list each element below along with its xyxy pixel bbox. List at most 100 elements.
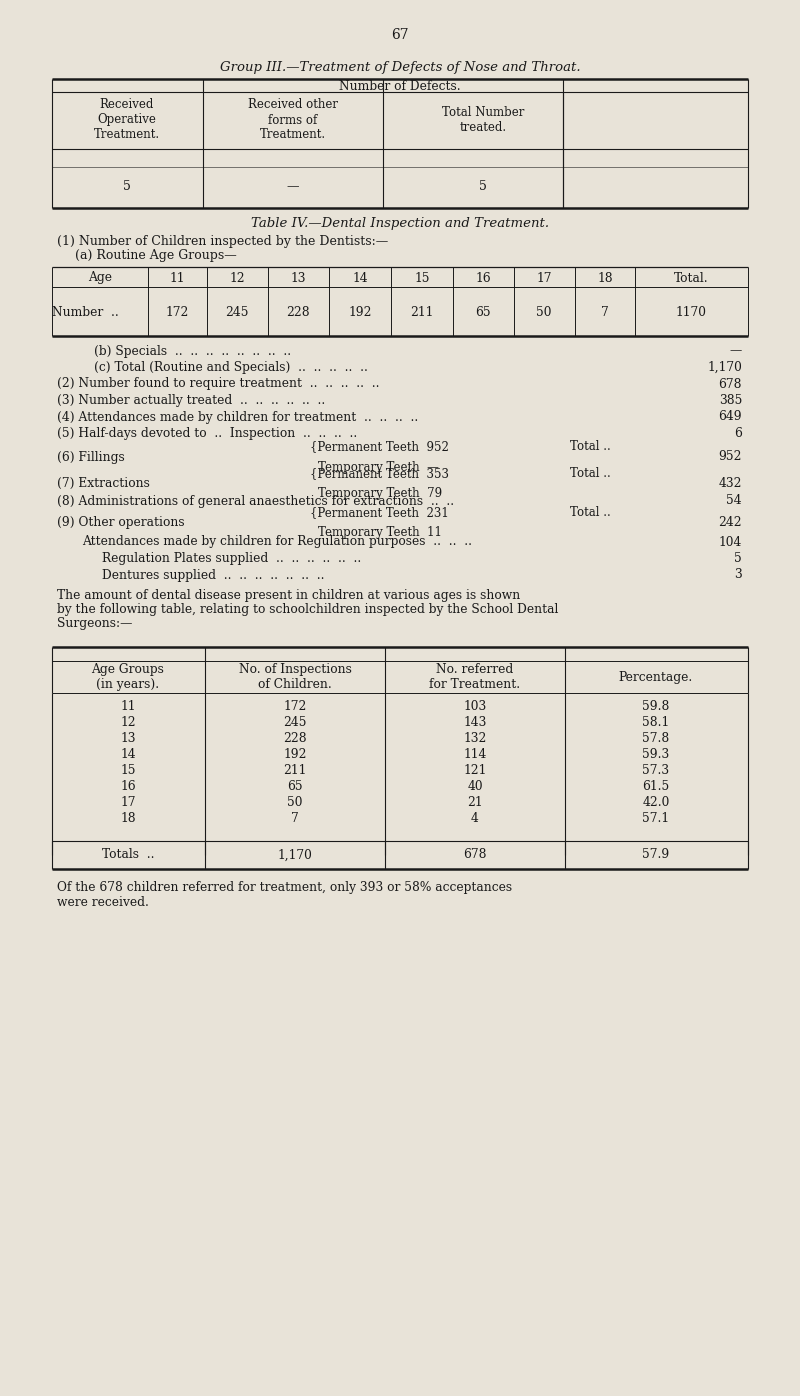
Text: Total Number
treated.: Total Number treated. <box>442 106 524 134</box>
Text: 192: 192 <box>348 306 372 318</box>
Text: Received
Operative
Treatment.: Received Operative Treatment. <box>94 99 160 141</box>
Text: 57.3: 57.3 <box>642 765 670 778</box>
Text: 40: 40 <box>467 780 483 793</box>
Text: 14: 14 <box>352 271 368 285</box>
Text: Total ..: Total .. <box>570 468 610 480</box>
Text: 15: 15 <box>414 271 430 285</box>
Text: (1) Number of Children inspected by the Dentists:—: (1) Number of Children inspected by the … <box>57 235 388 247</box>
Text: 121: 121 <box>463 765 486 778</box>
Text: (4) Attendances made by children for treatment  ..  ..  ..  ..: (4) Attendances made by children for tre… <box>57 410 418 423</box>
Text: 172: 172 <box>283 701 306 713</box>
Text: 16: 16 <box>120 780 136 793</box>
Text: Received other
forms of
Treatment.: Received other forms of Treatment. <box>248 99 338 141</box>
Text: Total.: Total. <box>674 271 708 285</box>
Text: 678: 678 <box>463 849 486 861</box>
Text: Percentage.: Percentage. <box>619 670 693 684</box>
Text: Temporary Teeth  —: Temporary Teeth — <box>318 461 439 473</box>
Text: 6: 6 <box>734 427 742 440</box>
Text: 104: 104 <box>718 536 742 549</box>
Text: 4: 4 <box>471 812 479 825</box>
Text: were received.: were received. <box>57 895 149 909</box>
Text: Number of Defects.: Number of Defects. <box>339 81 461 94</box>
Text: Group III.—Treatment of Defects of Nose and Throat.: Group III.—Treatment of Defects of Nose … <box>220 60 580 74</box>
Text: 143: 143 <box>463 716 486 730</box>
Text: 13: 13 <box>120 733 136 745</box>
Text: 5: 5 <box>734 551 742 565</box>
Text: Surgeons:—: Surgeons:— <box>57 617 132 630</box>
Text: 50: 50 <box>287 797 302 810</box>
Text: 211: 211 <box>410 306 434 318</box>
Text: Total ..: Total .. <box>570 505 610 519</box>
Text: 3: 3 <box>734 568 742 582</box>
Text: 228: 228 <box>286 306 310 318</box>
Text: 59.3: 59.3 <box>642 748 670 761</box>
Text: 1,170: 1,170 <box>278 849 313 861</box>
Text: Of the 678 children referred for treatment, only 393 or 58% acceptances: Of the 678 children referred for treatme… <box>57 881 512 893</box>
Text: 5: 5 <box>479 180 487 194</box>
Text: Temporary Teeth  11: Temporary Teeth 11 <box>318 526 442 539</box>
Text: 58.1: 58.1 <box>642 716 670 730</box>
Text: 16: 16 <box>475 271 491 285</box>
Text: Age: Age <box>88 271 112 285</box>
Text: 13: 13 <box>290 271 306 285</box>
Text: (6) Fillings: (6) Fillings <box>57 451 125 463</box>
Text: 67: 67 <box>391 28 409 42</box>
Text: 11: 11 <box>170 271 185 285</box>
Text: 172: 172 <box>166 306 189 318</box>
Text: {Permanent Teeth  353: {Permanent Teeth 353 <box>310 468 449 480</box>
Text: (a) Routine Age Groups—: (a) Routine Age Groups— <box>75 250 237 262</box>
Text: No. referred
for Treatment.: No. referred for Treatment. <box>430 663 521 691</box>
Text: 211: 211 <box>283 765 306 778</box>
Text: Number  ..: Number .. <box>52 306 118 318</box>
Text: 65: 65 <box>475 306 491 318</box>
Text: Dentures supplied  ..  ..  ..  ..  ..  ..  ..: Dentures supplied .. .. .. .. .. .. .. <box>102 568 325 582</box>
Text: 1170: 1170 <box>675 306 706 318</box>
Text: 385: 385 <box>718 394 742 408</box>
Text: 7: 7 <box>291 812 299 825</box>
Text: 17: 17 <box>120 797 136 810</box>
Text: (c) Total (Routine and Specials)  ..  ..  ..  ..  ..: (c) Total (Routine and Specials) .. .. .… <box>94 362 368 374</box>
Text: The amount of dental disease present in children at various ages is shown: The amount of dental disease present in … <box>57 589 520 602</box>
Text: 59.8: 59.8 <box>642 701 670 713</box>
Text: 14: 14 <box>120 748 136 761</box>
Text: (7) Extractions: (7) Extractions <box>57 477 150 490</box>
Text: 42.0: 42.0 <box>642 797 670 810</box>
Text: 245: 245 <box>283 716 306 730</box>
Text: (9) Other operations: (9) Other operations <box>57 517 185 529</box>
Text: 18: 18 <box>120 812 136 825</box>
Text: 17: 17 <box>536 271 552 285</box>
Text: 65: 65 <box>287 780 303 793</box>
Text: 11: 11 <box>120 701 136 713</box>
Text: 432: 432 <box>718 477 742 490</box>
Text: 7: 7 <box>601 306 609 318</box>
Text: 18: 18 <box>597 271 613 285</box>
Text: Totals  ..: Totals .. <box>102 849 154 861</box>
Text: (5) Half-days devoted to  ..  Inspection  ..  ..  ..  ..: (5) Half-days devoted to .. Inspection .… <box>57 427 358 440</box>
Text: 57.8: 57.8 <box>642 733 670 745</box>
Text: 1,170: 1,170 <box>707 362 742 374</box>
Text: 15: 15 <box>120 765 136 778</box>
Text: 245: 245 <box>226 306 249 318</box>
Text: 57.1: 57.1 <box>642 812 670 825</box>
Text: 952: 952 <box>718 451 742 463</box>
Text: 50: 50 <box>536 306 552 318</box>
Text: (b) Specials  ..  ..  ..  ..  ..  ..  ..  ..: (b) Specials .. .. .. .. .. .. .. .. <box>94 345 291 357</box>
Text: 132: 132 <box>463 733 486 745</box>
Text: —: — <box>286 180 299 194</box>
Text: (2) Number found to require treatment  ..  ..  ..  ..  ..: (2) Number found to require treatment ..… <box>57 377 379 391</box>
Text: 192: 192 <box>283 748 306 761</box>
Text: No. of Inspections
of Children.: No. of Inspections of Children. <box>238 663 351 691</box>
Text: Temporary Teeth  79: Temporary Teeth 79 <box>318 487 442 500</box>
Text: (8) Administrations of general anaesthetics for extractions  ..  ..: (8) Administrations of general anaesthet… <box>57 494 454 508</box>
Text: 5: 5 <box>123 180 131 194</box>
Text: Table IV.—Dental Inspection and Treatment.: Table IV.—Dental Inspection and Treatmen… <box>251 218 549 230</box>
Text: 678: 678 <box>718 377 742 391</box>
Text: 242: 242 <box>718 517 742 529</box>
Text: Total ..: Total .. <box>570 441 610 454</box>
Text: Regulation Plates supplied  ..  ..  ..  ..  ..  ..: Regulation Plates supplied .. .. .. .. .… <box>102 551 362 565</box>
Text: —: — <box>730 345 742 357</box>
Text: {Permanent Teeth  952: {Permanent Teeth 952 <box>310 441 449 454</box>
Text: 114: 114 <box>463 748 486 761</box>
Text: 54: 54 <box>726 494 742 508</box>
Text: 61.5: 61.5 <box>642 780 670 793</box>
